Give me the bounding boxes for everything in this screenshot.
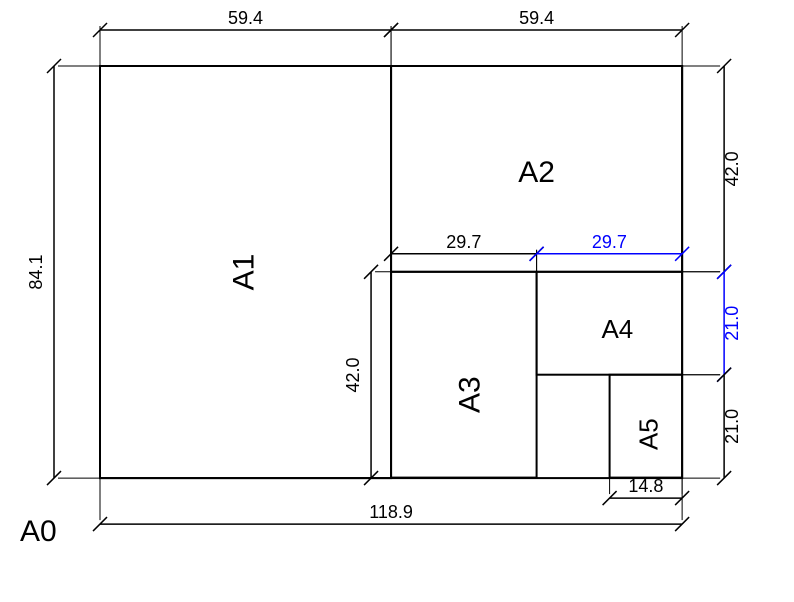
dim-top-right: 59.4 [519,8,554,28]
dim-a3-left: 42.0 [343,357,363,392]
dim-a5-bot: 14.8 [628,476,663,496]
a3-box [391,272,537,478]
a3-label: A3 [454,376,487,413]
dim-mid-right: 29.7 [592,232,627,252]
dim-top-left: 59.4 [228,8,263,28]
dim-right-top: 42.0 [722,151,742,186]
a2-label: A2 [518,156,555,189]
a1-label: A1 [227,254,260,291]
a5-label: A5 [634,418,664,450]
dim-right-mid: 21.0 [722,306,742,341]
a4-label: A4 [601,314,633,344]
dim-left: 84.1 [26,255,46,290]
dim-right-bot: 21.0 [722,409,742,444]
dim-bottom: 118.9 [369,502,413,522]
a0-label: A0 [20,515,57,548]
dim-mid-left: 29.7 [446,232,481,252]
